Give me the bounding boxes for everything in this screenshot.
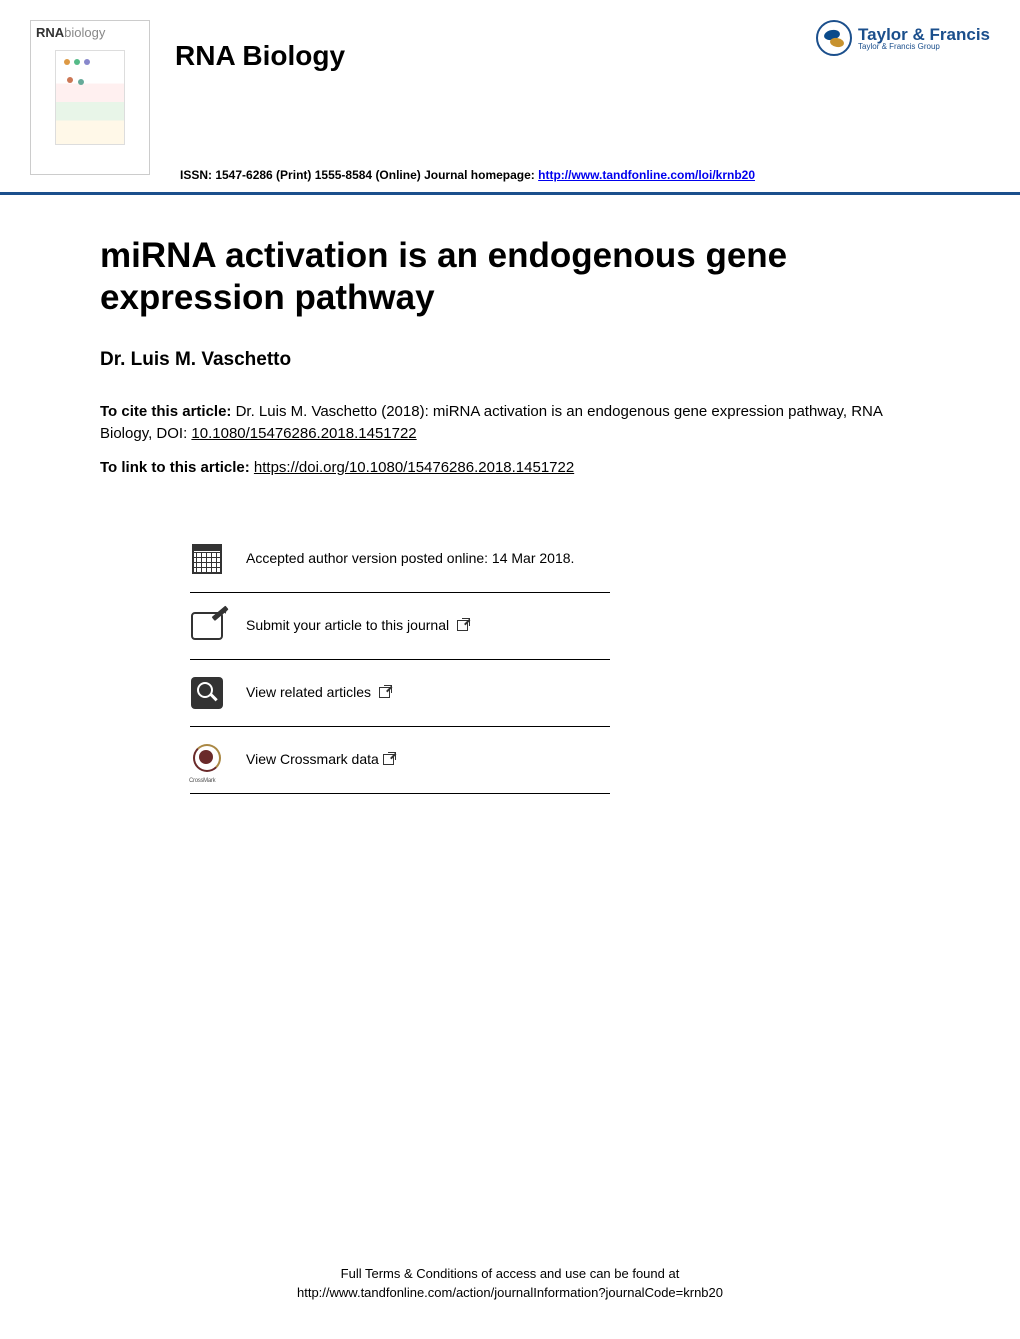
issn-text: ISSN: 1547-6286 (Print) 1555-8584 (Onlin… <box>180 168 538 182</box>
publisher-subtitle: Taylor & Francis Group <box>858 43 990 51</box>
crossmark-label: View Crossmark data <box>246 751 379 767</box>
calendar-icon <box>190 542 224 576</box>
journal-cover-thumbnail: RNAbiology <box>30 20 150 175</box>
actions-list: Accepted author version posted online: 1… <box>190 526 610 794</box>
journal-homepage-link[interactable]: http://www.tandfonline.com/loi/krnb20 <box>538 168 755 182</box>
footer-terms: Full Terms & Conditions of access and us… <box>0 1265 1020 1303</box>
footer-line1: Full Terms & Conditions of access and us… <box>0 1265 1020 1284</box>
cover-brand: RNAbiology <box>31 21 149 42</box>
crossmark-text: View Crossmark data <box>246 750 394 769</box>
tf-logo-icon <box>816 20 852 56</box>
crossmark-icon-label: CrossMark <box>189 778 215 784</box>
footer-line2: http://www.tandfonline.com/action/journa… <box>0 1284 1020 1303</box>
magnify-icon <box>190 676 224 710</box>
submit-label: Submit your article to this journal <box>246 617 453 633</box>
external-link-icon <box>379 687 390 698</box>
cite-doi-link[interactable]: 10.1080/15476286.2018.1451722 <box>191 425 416 442</box>
issn-homepage-line: ISSN: 1547-6286 (Print) 1555-8584 (Onlin… <box>180 168 755 182</box>
citation-block: To cite this article: Dr. Luis M. Vasche… <box>0 371 1020 445</box>
cover-brand-biology: biology <box>64 25 105 40</box>
external-link-icon <box>383 754 394 765</box>
cover-brand-rna: RNA <box>36 25 64 40</box>
publisher-text: Taylor & Francis Taylor & Francis Group <box>858 26 990 51</box>
article-doi-link[interactable]: https://doi.org/10.1080/15476286.2018.14… <box>254 459 574 476</box>
publisher-name: Taylor & Francis <box>858 26 990 43</box>
action-related-articles[interactable]: View related articles <box>190 660 610 727</box>
submit-text: Submit your article to this journal <box>246 616 468 635</box>
action-submit-article[interactable]: Submit your article to this journal <box>190 593 610 660</box>
action-crossmark[interactable]: CrossMark View Crossmark data <box>190 727 610 794</box>
action-posted-online: Accepted author version posted online: 1… <box>190 526 610 593</box>
cite-label: To cite this article: <box>100 403 236 420</box>
publisher-logo: Taylor & Francis Taylor & Francis Group <box>816 20 990 56</box>
crossmark-icon: CrossMark <box>190 743 224 777</box>
posted-online-text: Accepted author version posted online: 1… <box>246 549 574 568</box>
link-line: To link to this article: https://doi.org… <box>0 445 1020 476</box>
external-link-icon <box>457 620 468 631</box>
link-label: To link to this article: <box>100 459 254 476</box>
submit-pencil-icon <box>190 609 224 643</box>
article-title: miRNA activation is an endogenous gene e… <box>0 195 1020 319</box>
related-text: View related articles <box>246 683 390 702</box>
journal-title: RNA Biology <box>175 40 345 72</box>
related-label: View related articles <box>246 684 375 700</box>
journal-header: RNAbiology RNA Biology Taylor & Francis … <box>0 0 1020 195</box>
article-author: Dr. Luis M. Vaschetto <box>0 319 1020 371</box>
cover-art-icon <box>55 50 125 145</box>
